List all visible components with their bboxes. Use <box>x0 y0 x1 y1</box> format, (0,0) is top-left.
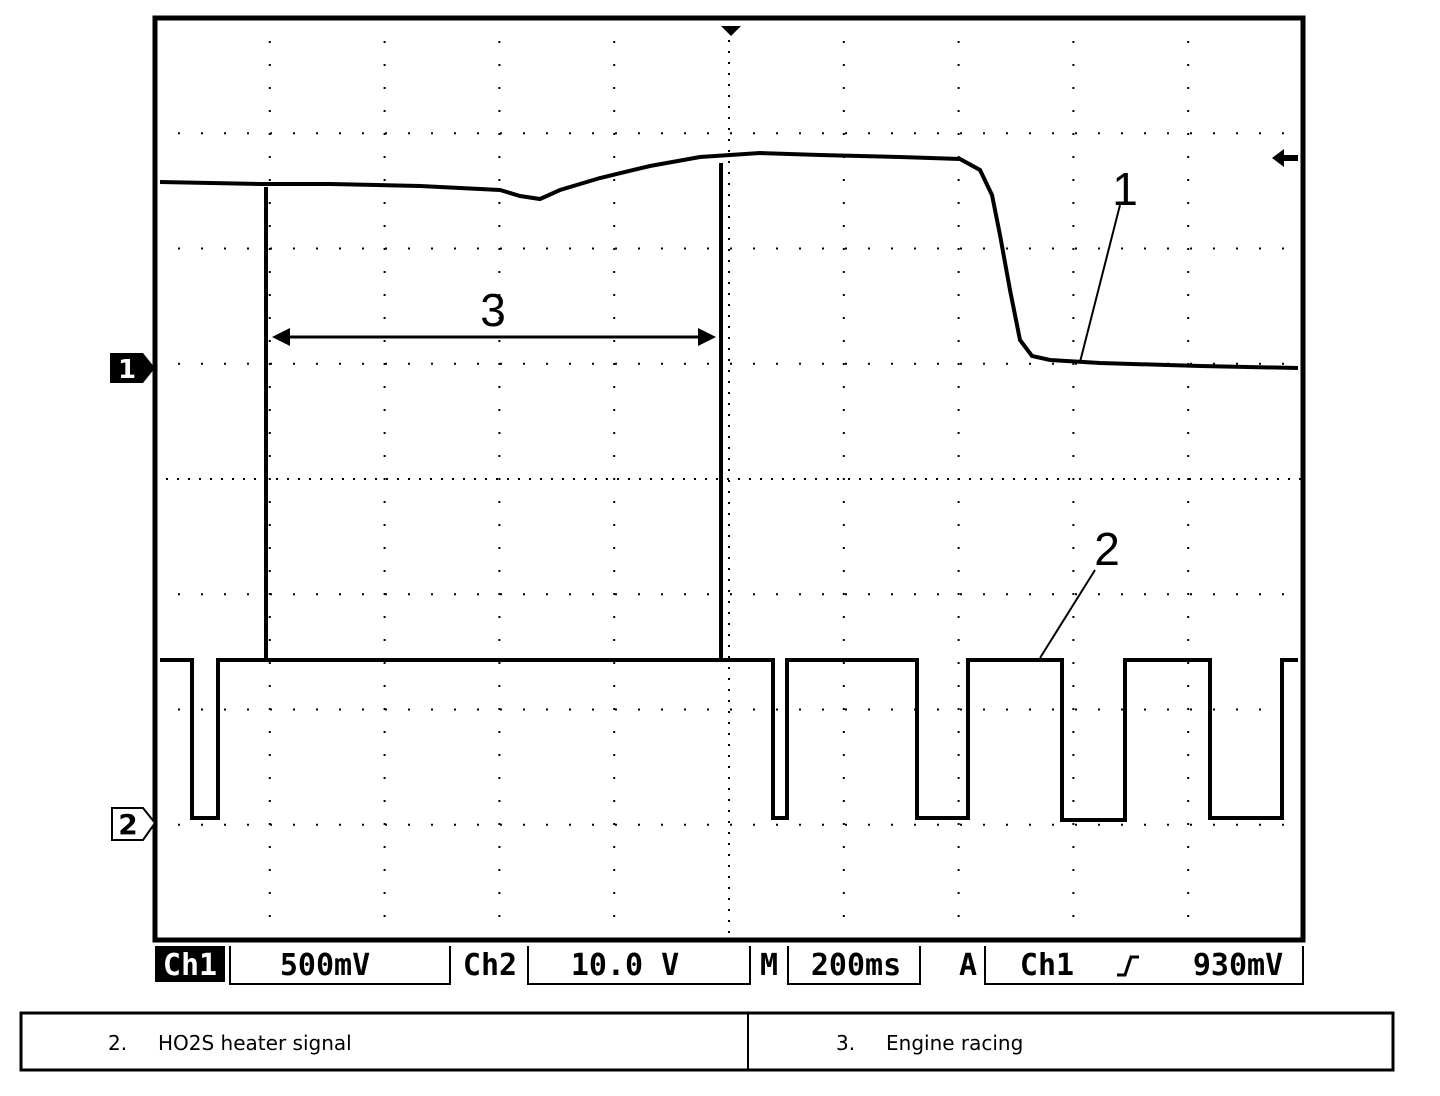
legend-number: 2. <box>108 1031 127 1055</box>
status-text: 10.0 V <box>571 948 679 983</box>
status-bar: Ch1 500mV Ch2 10.0 V M 200ms A Ch1 930mV <box>155 946 1304 985</box>
status-text: Ch1 <box>1020 948 1074 983</box>
status-text: 200ms <box>811 948 901 983</box>
legend-text: HO2S heater signal <box>158 1031 352 1055</box>
status-text: 500mV <box>280 948 370 983</box>
legend-number: 3. <box>836 1031 855 1055</box>
leader-line <box>1039 569 1096 659</box>
trigger-level-marker <box>1272 149 1298 167</box>
channel-marker: 1 <box>118 355 136 385</box>
status-text: 930mV <box>1193 948 1283 983</box>
status-boxes <box>229 946 1304 985</box>
status-text: M <box>760 948 778 983</box>
legend-table <box>19 1011 1395 1072</box>
channel-marker-box <box>110 353 155 383</box>
trace-1 <box>159 150 1299 370</box>
leader-line <box>1079 204 1121 363</box>
trace-label: 2 <box>1094 523 1120 575</box>
status-text: Ch1 <box>163 948 217 983</box>
grid <box>155 18 1303 940</box>
channel-marker-box <box>111 807 157 841</box>
channel-marker: 2 <box>118 808 137 841</box>
trace-label: 1 <box>1112 163 1138 215</box>
trace-label: 3 <box>480 284 506 336</box>
status-text: Ch2 <box>463 948 517 983</box>
legend-text: Engine racing <box>886 1031 1023 1055</box>
trigger-position-marker <box>721 26 741 36</box>
status-text: A <box>959 948 977 983</box>
trace-2 <box>160 658 1298 822</box>
screen-frame <box>152 15 1306 943</box>
trigger-slope-icon <box>1117 955 1139 977</box>
ch1-badge <box>155 946 225 982</box>
